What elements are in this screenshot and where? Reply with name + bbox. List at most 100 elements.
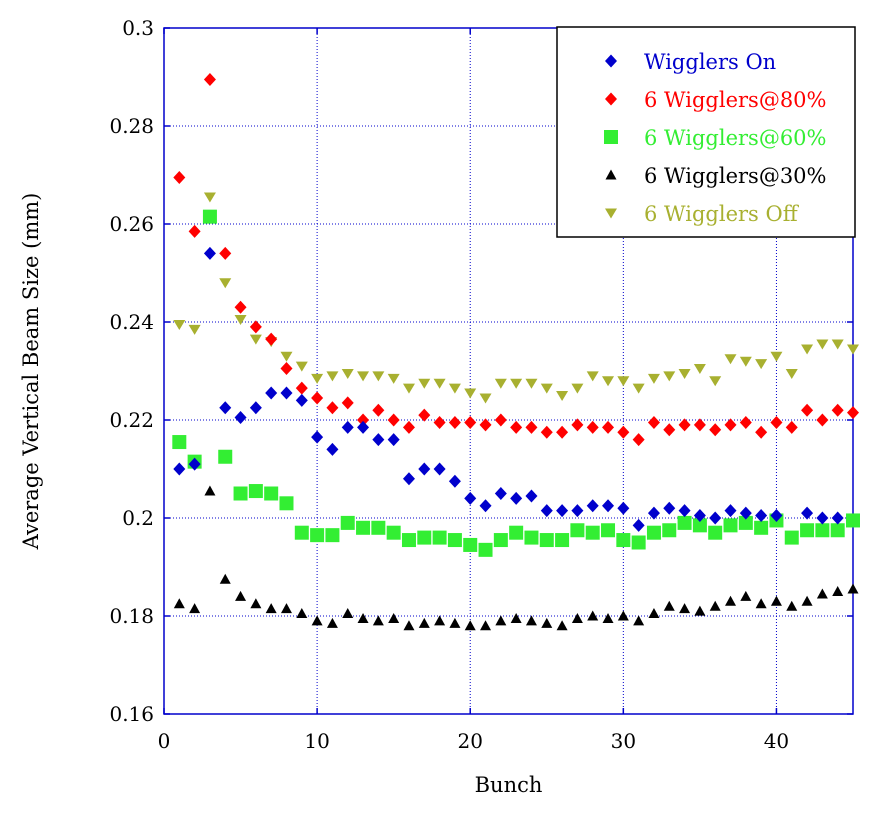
data-point [371,520,386,535]
data-point [662,523,677,538]
data-point [218,449,233,464]
data-point [372,403,385,417]
data-point [173,319,186,330]
data-point [816,339,829,350]
series-wigglers-on [173,246,844,532]
data-point [525,378,538,389]
data-point [311,430,324,444]
y-tick-label: 0.24 [109,310,154,334]
data-point [479,393,492,404]
data-point [617,610,629,621]
data-point [463,537,478,552]
data-point [801,344,814,355]
data-point [479,418,492,432]
data-point [234,411,247,425]
data-point [203,246,216,260]
data-point [540,425,553,439]
y-tick-label: 0.18 [109,604,154,628]
data-point [417,530,432,545]
data-point [709,376,722,387]
data-point [754,520,769,535]
data-point [326,401,339,415]
data-point [478,542,493,557]
legend-label: Wigglers On [644,50,776,74]
data-point [510,612,522,623]
data-point [249,334,262,345]
data-point [509,525,524,540]
data-point [295,361,308,372]
data-point [678,418,691,432]
data-point [372,615,384,626]
data-point [279,496,294,511]
data-point [663,501,676,515]
axis-ticks: 0 10 20 30 40 0.16 0.18 0.2 0.22 0.24 0.26 0.28 0.3 [109,16,853,753]
data-point [295,393,308,407]
legend-item: Wigglers On [605,50,776,74]
data-point [311,615,323,626]
data-point [479,499,492,513]
data-point [602,499,615,513]
data-point [418,617,430,628]
data-points [172,72,860,631]
data-point [510,378,523,389]
legend-label: 6 Wigglers@60% [644,126,827,150]
data-point [433,462,446,476]
data-point [602,376,615,387]
legend-item: 6 Wigglers@80% [605,88,827,112]
legend-item: 6 Wigglers@60% [604,126,827,150]
data-point [448,383,461,394]
data-point [280,351,293,362]
data-point [816,511,829,525]
data-point [326,617,338,628]
data-point [448,415,461,429]
x-tick-label: 10 [304,729,329,753]
y-axis-title: Average Vertical Beam Size (mm) [19,193,43,551]
data-point [801,595,813,606]
data-point [785,420,798,434]
data-point [663,423,676,437]
data-point [709,423,722,437]
data-point [709,511,722,525]
legend-item: 6 Wigglers@30% [605,164,827,188]
data-point [294,525,309,540]
data-point [585,525,600,540]
data-point [663,600,675,611]
y-tick-label: 0.28 [109,114,154,138]
data-point [784,530,799,545]
data-point [219,573,231,584]
data-point [357,413,370,427]
data-point [403,620,415,631]
data-point [587,610,599,621]
data-point [341,368,354,379]
legend-item: 6 Wigglers Off [605,202,800,226]
data-point [280,362,293,376]
data-point [296,608,308,619]
data-point [219,278,232,289]
data-point [816,588,828,599]
data-point [540,504,553,518]
data-point [586,420,599,434]
data-point [708,525,723,540]
y-tick-label: 0.16 [109,702,154,726]
data-point [387,413,400,427]
data-point [556,504,569,518]
data-point [310,528,325,543]
data-point [755,359,768,370]
data-point [433,415,446,429]
data-point [586,499,599,513]
legend-items: Wigglers On 6 Wigglers@80% 6 Wigglers@60% 6… [604,50,827,226]
data-point [647,415,660,429]
y-tick-label: 0.2 [122,506,154,530]
legend-marker [605,208,617,219]
data-point [723,518,738,533]
data-point [172,435,187,450]
data-point [401,533,416,548]
data-point [831,339,844,350]
data-point [770,509,783,523]
x-tick-label: 30 [611,729,636,753]
data-point [525,420,538,434]
data-point [755,598,767,609]
data-point [418,378,431,389]
data-point [326,371,339,382]
data-point [219,401,232,415]
